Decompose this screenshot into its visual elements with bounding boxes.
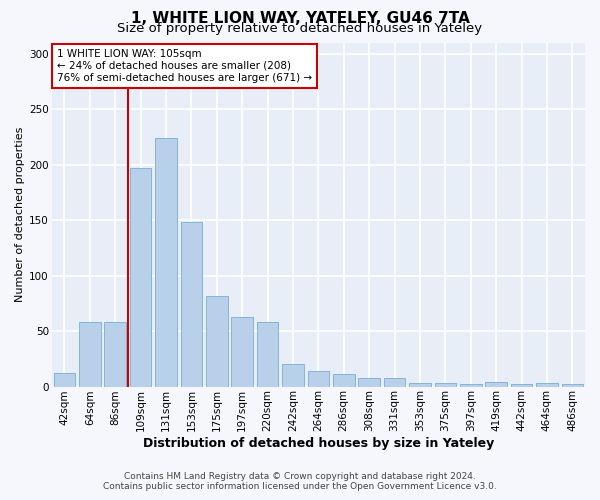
- Bar: [181, 222, 202, 386]
- Bar: [409, 383, 431, 386]
- Bar: [308, 371, 329, 386]
- Bar: [562, 384, 583, 386]
- Text: 1 WHITE LION WAY: 105sqm
← 24% of detached houses are smaller (208)
76% of semi-: 1 WHITE LION WAY: 105sqm ← 24% of detach…: [57, 50, 312, 82]
- Text: Contains HM Land Registry data © Crown copyright and database right 2024.
Contai: Contains HM Land Registry data © Crown c…: [103, 472, 497, 491]
- Bar: [333, 374, 355, 386]
- Bar: [434, 383, 456, 386]
- Bar: [460, 384, 482, 386]
- Text: 1, WHITE LION WAY, YATELEY, GU46 7TA: 1, WHITE LION WAY, YATELEY, GU46 7TA: [131, 11, 469, 26]
- Bar: [53, 373, 75, 386]
- Bar: [232, 316, 253, 386]
- Bar: [79, 322, 101, 386]
- Bar: [384, 378, 406, 386]
- Bar: [485, 382, 507, 386]
- Bar: [282, 364, 304, 386]
- Bar: [511, 384, 532, 386]
- Bar: [358, 378, 380, 386]
- Bar: [104, 322, 126, 386]
- X-axis label: Distribution of detached houses by size in Yateley: Distribution of detached houses by size …: [143, 437, 494, 450]
- Bar: [536, 383, 557, 386]
- Bar: [155, 138, 177, 386]
- Bar: [130, 168, 151, 386]
- Y-axis label: Number of detached properties: Number of detached properties: [15, 127, 25, 302]
- Bar: [257, 322, 278, 386]
- Bar: [206, 296, 227, 386]
- Text: Size of property relative to detached houses in Yateley: Size of property relative to detached ho…: [118, 22, 482, 35]
